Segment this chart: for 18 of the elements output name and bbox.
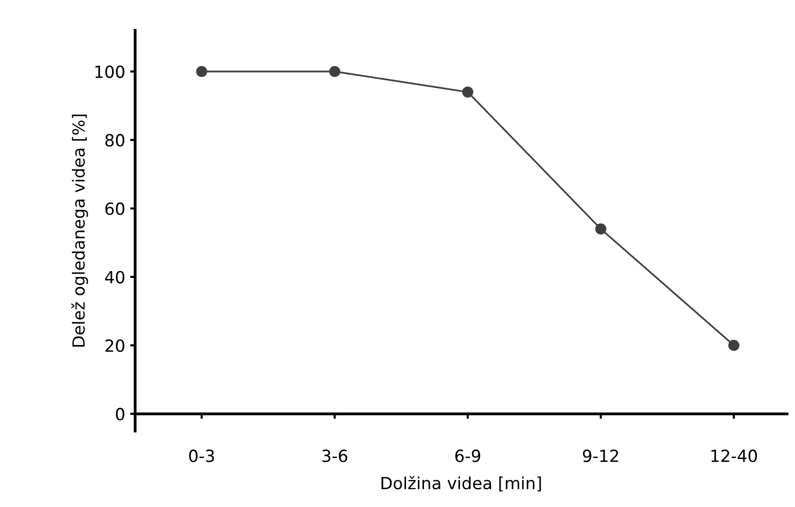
point [462, 86, 474, 98]
point [728, 340, 740, 351]
x-tick-label: 3-6 [322, 450, 348, 462]
y-tick-label: 80 [105, 134, 124, 147]
y-tick-label: 100 [95, 65, 124, 78]
y-tick-label: 20 [105, 339, 124, 352]
y-tick-label: 40 [105, 270, 124, 284]
y-tick-label: 0 [116, 408, 124, 420]
x-tick-label: 0-3 [189, 450, 214, 462]
point [196, 66, 208, 78]
y-axis-title: Delež ogledanega videa [%] [71, 114, 88, 347]
point [595, 223, 606, 235]
x-tick-label: 9-12 [582, 450, 618, 462]
x-tick-label: 6-9 [455, 450, 480, 462]
x-axis-title: Dolžina videa [min] [382, 476, 541, 492]
y-tick-label: 60 [105, 202, 124, 215]
point [329, 66, 340, 78]
x-tick-label: 12-40 [711, 450, 757, 462]
